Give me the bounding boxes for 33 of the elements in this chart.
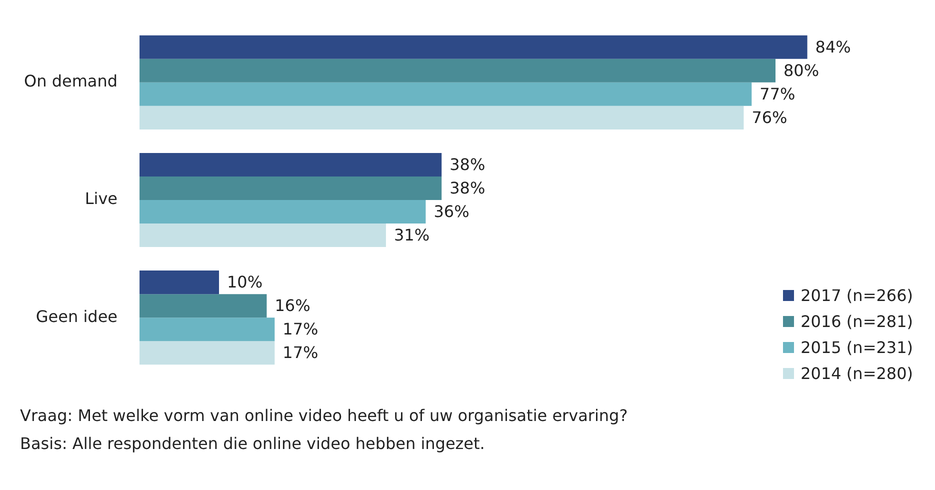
- legend-label: 2014 (n=280): [800, 364, 913, 382]
- bar: [140, 318, 275, 342]
- bar: [140, 176, 442, 200]
- bar: [140, 270, 220, 294]
- legend-label: 2015 (n=231): [800, 338, 913, 356]
- bar: [140, 106, 744, 130]
- data-label: 80%: [784, 60, 820, 80]
- data-label: 84%: [815, 37, 851, 56]
- data-label: 76%: [752, 108, 788, 127]
- bar: [140, 200, 426, 224]
- y-tick-label: On demand: [24, 72, 118, 91]
- y-tick-label: Geen idee: [36, 306, 118, 326]
- bar: [140, 58, 776, 82]
- data-label: 36%: [434, 202, 470, 221]
- data-label: 16%: [274, 296, 310, 315]
- bar: [140, 341, 275, 365]
- data-label: 38%: [450, 154, 486, 174]
- legend-label: 2016 (n=281): [800, 312, 913, 330]
- data-label: 31%: [394, 225, 430, 244]
- data-label: 10%: [227, 272, 263, 292]
- legend-label: 2017 (n=266): [800, 286, 913, 304]
- y-tick-label: Live: [84, 189, 118, 208]
- data-label: 38%: [450, 178, 486, 198]
- data-label: 77%: [760, 84, 796, 104]
- bar: [140, 35, 808, 59]
- bar: [140, 82, 752, 106]
- bar: [140, 224, 386, 248]
- bar: [140, 152, 442, 176]
- text: Vraag: Met welke vorm van online video heeft u of uw organisatie ervaring?: [20, 405, 628, 427]
- text: Basis: Alle respondenten die online video hebben ingezet.: [20, 433, 486, 455]
- bar: [140, 294, 267, 318]
- data-label: 17%: [282, 343, 318, 362]
- data-label: 17%: [282, 320, 318, 339]
